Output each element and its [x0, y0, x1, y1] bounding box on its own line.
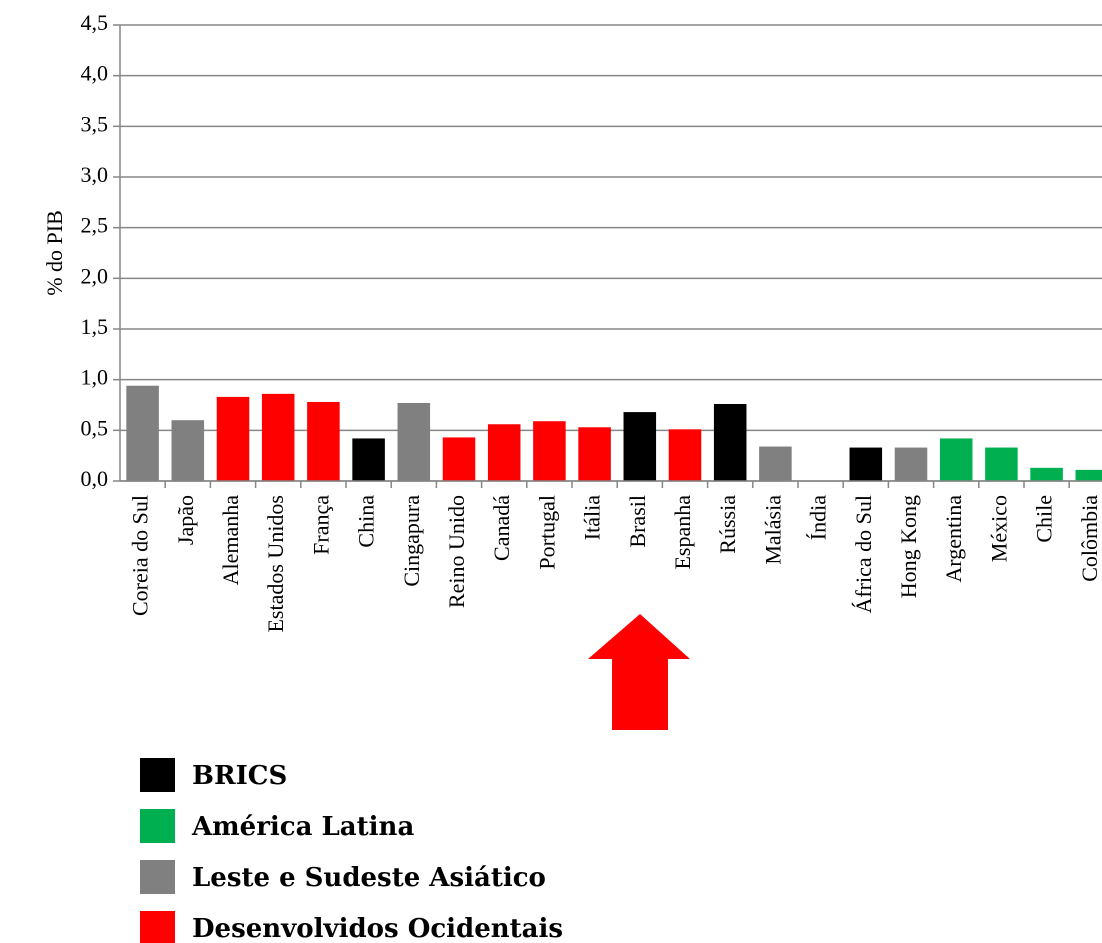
- legend-label: Leste e Sudeste Asiático: [192, 863, 546, 893]
- x-tick-label: Cingapura: [399, 495, 424, 587]
- bar: [442, 437, 476, 481]
- x-tick-label: Índia: [806, 495, 831, 540]
- x-tick-label: França: [308, 495, 333, 555]
- y-tick-label: 2,0: [81, 263, 109, 288]
- bar: [623, 412, 657, 481]
- x-tick-label: Espanha: [670, 495, 695, 570]
- x-tick-label: Colômbia: [1077, 495, 1102, 582]
- bar: [985, 447, 1018, 481]
- legend-label: BRICS: [192, 761, 287, 791]
- bar: [713, 403, 747, 481]
- x-tick-label: Rússia: [715, 495, 740, 554]
- y-axis-label: % do PIB: [42, 210, 67, 296]
- legend-label: América Latina: [191, 812, 414, 842]
- bar: [261, 393, 295, 481]
- x-tick-label: Coreia do Sul: [128, 495, 153, 616]
- bar: [397, 402, 431, 481]
- bar: [533, 421, 566, 481]
- bar: [668, 429, 702, 481]
- x-tick-label: Hong Kong: [896, 495, 921, 598]
- bar: [894, 447, 928, 481]
- x-tick-label: Chile: [1032, 495, 1057, 543]
- x-tick-label: África do Sul: [851, 495, 876, 614]
- x-tick-label: Reino Unido: [444, 495, 469, 608]
- y-tick-label: 1,5: [81, 314, 109, 339]
- legend-label: Desenvolvidos Ocidentais: [192, 914, 563, 943]
- legend-swatch: [140, 911, 175, 943]
- x-tick-label: Brasil: [625, 495, 650, 548]
- y-tick-label: 3,5: [81, 111, 109, 136]
- y-tick-label: 4,0: [81, 61, 109, 86]
- x-tick-label: Itália: [580, 495, 605, 540]
- bar: [578, 427, 611, 481]
- x-tick-label: Portugal: [534, 495, 559, 570]
- legend-swatch: [140, 809, 175, 843]
- legend-swatch: [140, 860, 175, 894]
- y-tick-label: 3,0: [81, 162, 109, 187]
- y-tick-label: 0,0: [81, 466, 109, 491]
- y-tick-label: 2,5: [81, 213, 109, 238]
- bar: [1030, 467, 1063, 481]
- y-tick-label: 0,5: [81, 415, 109, 440]
- x-tick-label: Malásia: [760, 495, 785, 565]
- x-tick-label: Alemanha: [218, 495, 243, 586]
- bar: [759, 446, 792, 481]
- x-tick-label: Argentina: [941, 495, 966, 583]
- y-tick-label: 1,0: [81, 365, 109, 390]
- bar: [487, 424, 521, 481]
- x-tick-label: Canadá: [489, 495, 514, 561]
- bar: [849, 447, 883, 481]
- x-tick-label: Japão: [173, 495, 198, 545]
- y-tick-label: 4,5: [81, 10, 109, 35]
- bar: [171, 420, 205, 481]
- arrow: [588, 614, 690, 730]
- bar: [126, 385, 159, 481]
- bar: [307, 401, 340, 481]
- x-tick-label: China: [354, 495, 379, 548]
- bar: [216, 396, 250, 481]
- bar: [939, 438, 973, 481]
- x-tick-label: Estados Unidos: [263, 495, 288, 633]
- x-tick-label: México: [986, 495, 1011, 562]
- bar: [1075, 469, 1102, 481]
- bar: [352, 438, 385, 481]
- legend-swatch: [140, 758, 175, 792]
